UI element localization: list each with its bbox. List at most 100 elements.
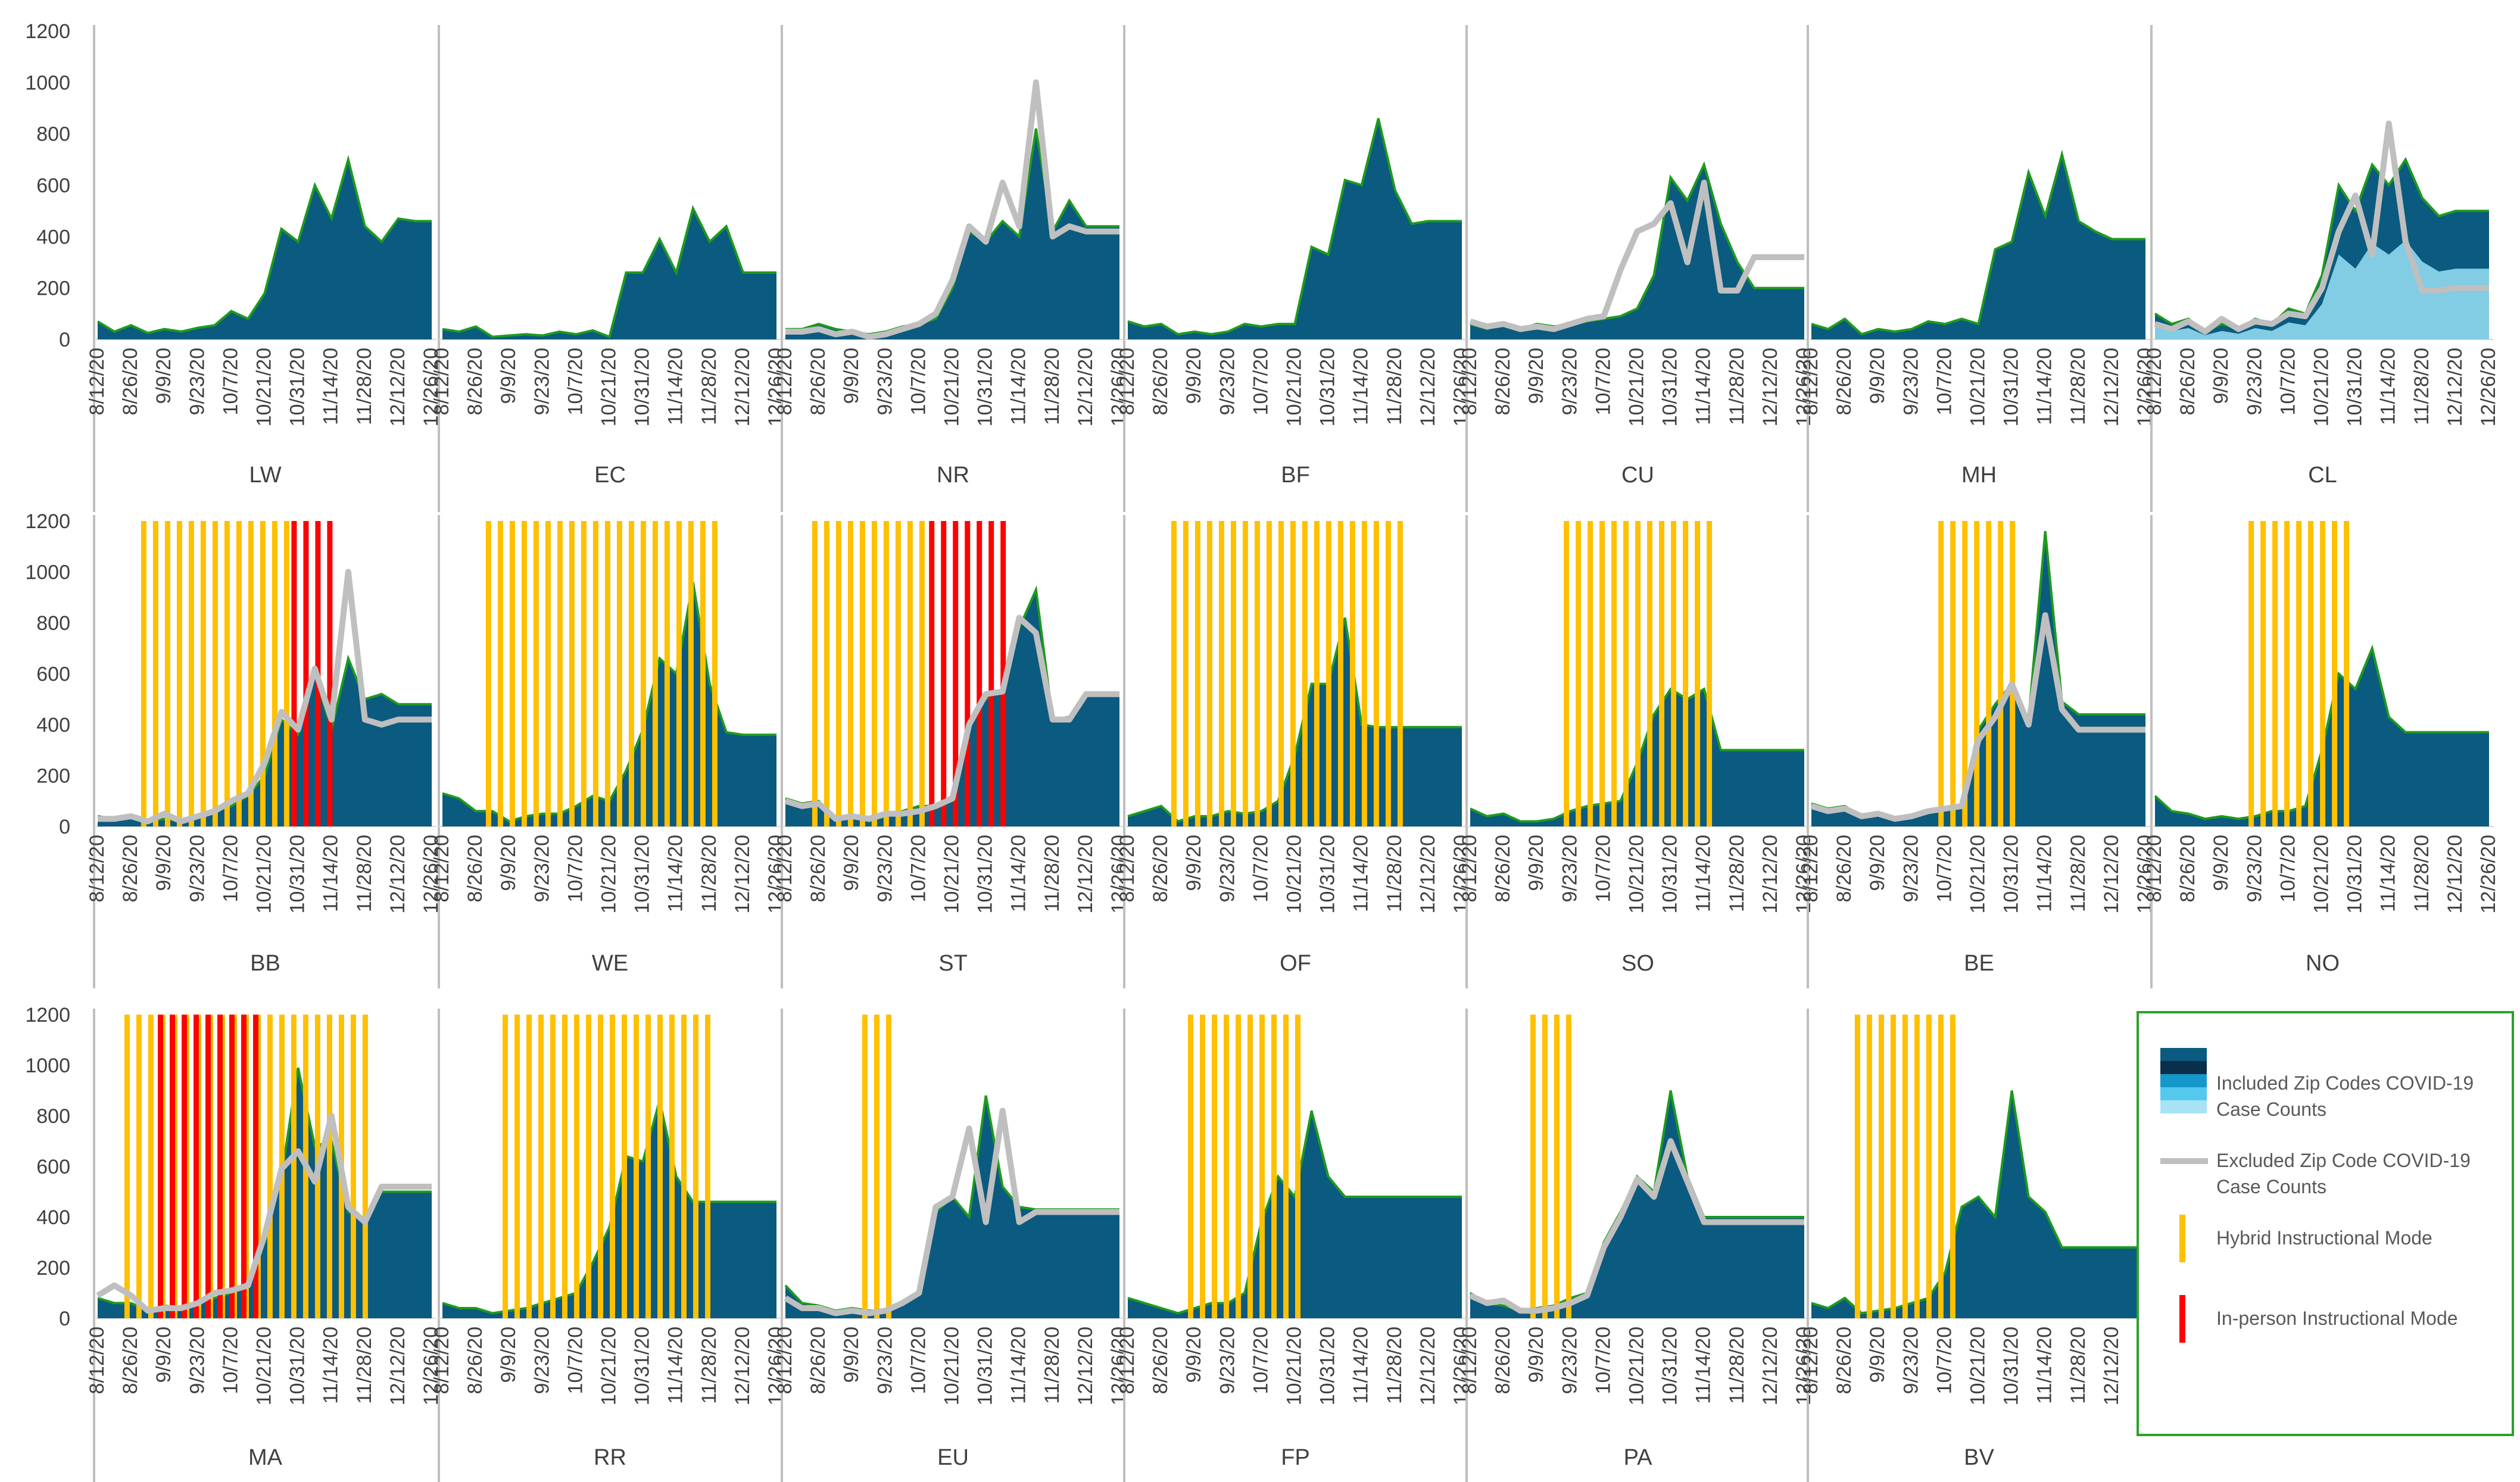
hybrid-mode-bar: [526, 1015, 532, 1318]
hybrid-mode-bar: [1683, 521, 1689, 826]
x-tick-label: 10/31/20: [2000, 348, 2023, 426]
x-tick-label: 10/31/20: [2344, 835, 2366, 913]
x-tick-label: 11/14/20: [2034, 1327, 2056, 1404]
y-tick-label: 1200: [25, 1004, 70, 1027]
hybrid-mode-bar: [1599, 521, 1605, 826]
hybrid-mode-bar: [1986, 521, 1992, 826]
hybrid-mode-bar: [521, 521, 527, 826]
x-tick-label: 12/26/20: [1108, 835, 1130, 913]
x-tick-label: 8/12/20: [1799, 835, 1822, 902]
x-tick-label: 9/23/20: [874, 835, 896, 902]
legend: Included Zip Codes COVID-19 Case Counts Ex…: [2137, 1011, 2514, 1436]
panel-label: BB: [250, 951, 280, 976]
inperson-mode-bar: [965, 521, 971, 826]
x-tick-label: 10/21/20: [598, 835, 620, 913]
x-tick-label: 9/23/20: [2243, 348, 2266, 415]
panel-label: SO: [1621, 951, 1654, 976]
panel-st: 8/12/20 8/26/20 9/9/20 9/23/20 10/7/20 10/21/…: [774, 515, 1130, 988]
panel-label: FP: [1281, 1445, 1310, 1470]
x-tick-label: 9/9/20: [1525, 348, 1548, 404]
legend-inperson-swatch: [2179, 1295, 2185, 1343]
hybrid-mode-bar: [2260, 521, 2266, 826]
hybrid-mode-bar: [1671, 521, 1677, 826]
x-tick-label: 10/21/20: [1626, 348, 1648, 426]
x-tick-label: 11/14/20: [2377, 835, 2400, 912]
hybrid-mode-bar: [1530, 1015, 1536, 1318]
x-tick-label: 10/21/20: [2310, 835, 2333, 913]
x-tick-label: 8/26/20: [1492, 348, 1514, 415]
hybrid-mode-bar: [1188, 1015, 1193, 1318]
y-tick-label: 800: [36, 612, 70, 635]
x-tick-label: 8/12/20: [2143, 835, 2166, 902]
x-tick-label: 8/12/20: [86, 1327, 108, 1394]
panel-label: LW: [249, 463, 281, 488]
inperson-mode-bar: [941, 521, 947, 826]
panel-label: MA: [248, 1445, 283, 1470]
x-tick-label: 11/28/20: [1041, 835, 1063, 912]
x-tick-label: 9/9/20: [497, 348, 520, 404]
x-tick-label: 9/9/20: [1866, 1327, 1889, 1383]
x-tick-label: 10/7/20: [1933, 348, 1956, 415]
included-area: [1470, 1090, 1804, 1318]
x-tick-label: 9/23/20: [1558, 348, 1581, 415]
panel-eu: 8/12/20 8/26/20 9/9/20 9/23/20 10/7/20 10/21/…: [774, 1009, 1130, 1482]
hybrid-mode-bar: [859, 521, 865, 826]
excluded-line: [98, 569, 432, 825]
hybrid-mode-bar: [2272, 521, 2278, 826]
hybrid-mode-bar: [1302, 521, 1308, 826]
x-tick-label: 10/31/20: [631, 1327, 654, 1405]
excluded-line: [1810, 612, 2145, 822]
hybrid-mode-bar: [598, 1015, 603, 1318]
x-tick-label: 8/26/20: [807, 835, 829, 902]
hybrid-mode-bar: [1385, 521, 1391, 826]
x-tick-label: 8/12/20: [2143, 348, 2166, 415]
panel-be: 8/12/20 8/26/20 9/9/20 9/23/20 10/7/20 10/21/…: [1799, 515, 2156, 988]
inperson-mode-bar: [253, 1015, 258, 1318]
hybrid-mode-bar: [1623, 521, 1629, 826]
x-tick-label: 12/12/20: [2100, 1327, 2123, 1405]
hybrid-mode-bar: [616, 521, 622, 826]
hybrid-mode-bar: [485, 521, 491, 826]
hybrid-mode-bar: [1902, 1015, 1908, 1318]
hybrid-mode-bar: [883, 521, 889, 826]
x-tick-label: 8/12/20: [774, 348, 796, 415]
hybrid-mode-bar: [1576, 521, 1582, 826]
hybrid-mode-bar: [509, 521, 515, 826]
hybrid-mode-bar: [1283, 1015, 1289, 1318]
hybrid-mode-bar: [586, 1015, 591, 1318]
x-tick-label: 8/12/20: [1116, 348, 1139, 415]
hybrid-mode-bar: [283, 521, 289, 826]
panel-label: OF: [1280, 951, 1311, 976]
hybrid-mode-bar: [1938, 1015, 1944, 1318]
hybrid-mode-bar: [2320, 521, 2326, 826]
x-tick-label: 10/21/20: [1283, 348, 1306, 426]
legend-included-swatch: [2160, 1087, 2207, 1100]
x-tick-label: 11/28/20: [1726, 835, 1748, 912]
x-tick-label: 12/26/20: [1450, 835, 1473, 913]
x-tick-label: 10/31/20: [974, 348, 997, 426]
hybrid-mode-bar: [2308, 521, 2314, 826]
panel-of: 8/12/20 8/26/20 9/9/20 9/23/20 10/7/20 10/21/…: [1116, 515, 1473, 988]
hybrid-mode-bar: [1373, 521, 1379, 826]
hybrid-mode-bar: [1194, 521, 1200, 826]
x-tick-label: 9/9/20: [152, 348, 175, 404]
x-tick-label: 9/9/20: [1525, 1327, 1548, 1383]
x-tick-label: 8/26/20: [464, 1327, 486, 1394]
y-axes: 0 200 400 600 800 1000 1200 0 200 400 600 800 1000 12…: [25, 20, 70, 1330]
inperson-mode-bar: [291, 521, 297, 826]
x-tick-label: 9/9/20: [2210, 348, 2232, 404]
x-tick-label: 10/21/20: [253, 1327, 276, 1405]
x-tick-label: 11/14/20: [1350, 835, 1373, 912]
hybrid-mode-bar: [1611, 521, 1617, 826]
x-tick-label: 10/21/20: [941, 348, 963, 426]
x-tick-label: 11/28/20: [1383, 1327, 1406, 1404]
x-tick-label: 12/12/20: [1759, 835, 1782, 913]
inperson-mode-bar: [1000, 521, 1006, 826]
x-tick-label: 8/26/20: [1149, 348, 1172, 415]
hybrid-mode-bar: [557, 521, 563, 826]
legend-label-excluded: Excluded Zip Code COVID-19 Case Counts: [2216, 1150, 2471, 1197]
x-tick-label: 12/26/20: [765, 1327, 787, 1405]
included-area: [785, 129, 1119, 339]
hybrid-mode-bar: [628, 521, 634, 826]
